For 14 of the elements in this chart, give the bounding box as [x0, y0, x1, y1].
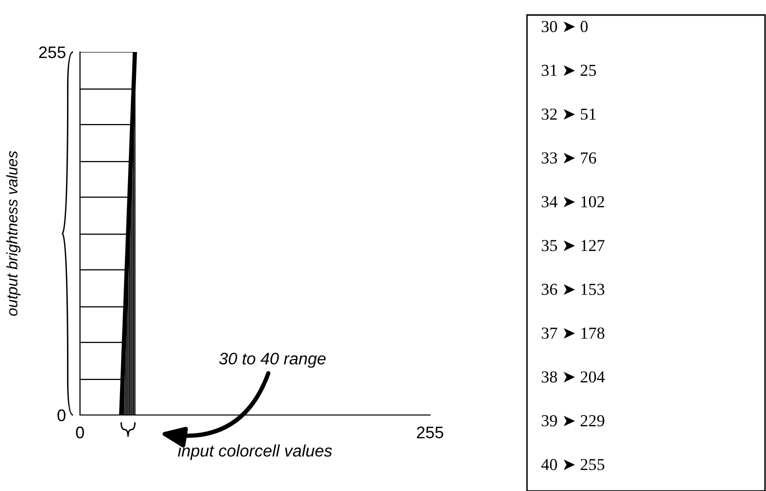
text: 37 ➤ 178 [542, 328, 604, 339]
x-axis-title: input colorcell values [178, 444, 332, 460]
text: 34 ➤ 102 [542, 196, 604, 208]
text: 40 ➤ 255 [541, 458, 604, 470]
text: 33 ➤ 76 [542, 152, 596, 164]
text: 36 ➤ 153 [542, 284, 604, 295]
y-axis-title: output brightness values [6, 151, 20, 316]
text: 35 ➤ 127 [542, 240, 604, 252]
text: 32 ➤ 51 [542, 108, 596, 120]
text: 30 ➤ 0 [542, 20, 588, 32]
annotation: 30 to 40 range [219, 352, 326, 368]
text: 39 ➤ 229 [542, 415, 604, 426]
text: 31 ➤ 25 [542, 64, 596, 76]
text: 38 ➤ 204 [542, 371, 605, 383]
